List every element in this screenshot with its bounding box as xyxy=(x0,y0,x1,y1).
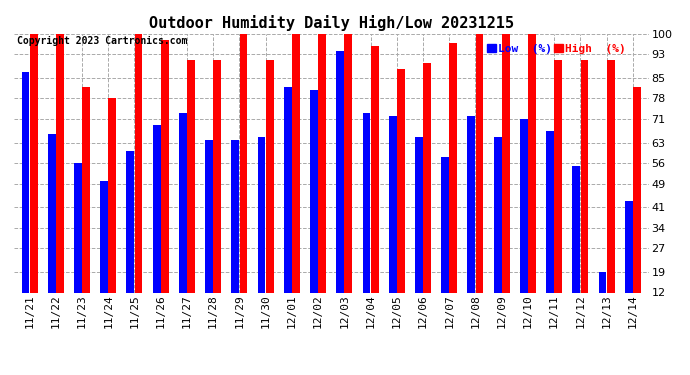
Bar xyxy=(580,60,589,292)
Bar xyxy=(74,163,82,292)
Title: Outdoor Humidity Daily High/Low 20231215: Outdoor Humidity Daily High/Low 20231215 xyxy=(149,15,513,31)
Bar xyxy=(520,119,528,292)
Bar xyxy=(625,201,633,292)
Bar xyxy=(388,116,397,292)
Bar xyxy=(284,87,292,292)
Bar xyxy=(546,131,554,292)
Bar xyxy=(528,34,536,292)
Bar xyxy=(397,69,405,292)
Bar xyxy=(161,40,168,292)
Bar xyxy=(441,157,449,292)
Bar xyxy=(599,272,607,292)
Text: Copyright 2023 Cartronics.com: Copyright 2023 Cartronics.com xyxy=(17,36,188,46)
Bar xyxy=(187,60,195,292)
Bar xyxy=(449,43,457,292)
Bar xyxy=(21,72,30,292)
Bar xyxy=(502,34,510,292)
Bar xyxy=(292,34,300,292)
Bar xyxy=(56,34,63,292)
Bar xyxy=(82,87,90,292)
Bar xyxy=(554,60,562,292)
Bar xyxy=(607,60,615,292)
Bar xyxy=(135,34,142,292)
Bar xyxy=(344,34,353,292)
Bar xyxy=(310,90,318,292)
Bar xyxy=(467,116,475,292)
Bar xyxy=(205,140,213,292)
Bar xyxy=(126,152,135,292)
Legend: Low  (%), High  (%): Low (%), High (%) xyxy=(482,39,631,58)
Bar xyxy=(362,113,371,292)
Bar xyxy=(573,166,580,292)
Bar xyxy=(239,34,248,292)
Bar xyxy=(108,99,116,292)
Bar xyxy=(100,181,108,292)
Bar xyxy=(318,34,326,292)
Bar xyxy=(423,63,431,292)
Bar xyxy=(371,45,379,292)
Bar xyxy=(231,140,239,292)
Bar xyxy=(257,136,266,292)
Bar xyxy=(475,34,484,292)
Bar xyxy=(213,60,221,292)
Bar xyxy=(266,60,274,292)
Bar xyxy=(415,136,423,292)
Bar xyxy=(179,113,187,292)
Bar xyxy=(494,136,502,292)
Bar xyxy=(48,134,56,292)
Bar xyxy=(336,51,344,292)
Bar xyxy=(152,125,161,292)
Bar xyxy=(633,87,641,292)
Bar xyxy=(30,34,37,292)
